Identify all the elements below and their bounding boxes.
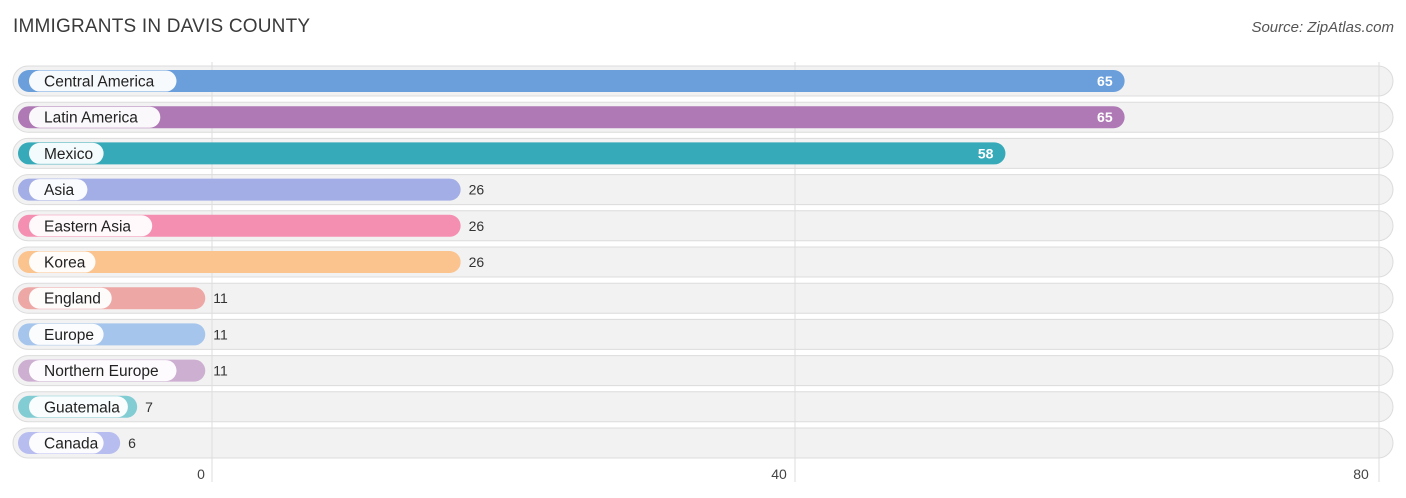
value-label: 58 <box>978 145 994 161</box>
row-track <box>12 391 1394 423</box>
bar-label: Europe <box>44 327 94 344</box>
bar-label: Latin America <box>44 110 138 127</box>
x-tick-label: 40 <box>771 466 787 482</box>
bar-label: England <box>44 291 101 308</box>
x-tick-label: 80 <box>1353 466 1369 482</box>
bar <box>18 70 1125 92</box>
bar <box>18 178 461 201</box>
bar <box>18 106 1125 129</box>
value-label: 65 <box>1097 109 1113 125</box>
bar-label-pill <box>29 179 88 201</box>
bar-label: Eastern Asia <box>44 218 131 235</box>
bar <box>18 251 461 273</box>
row-track <box>12 355 1394 387</box>
value-label: 65 <box>1097 73 1113 89</box>
bar <box>18 142 1006 165</box>
bar-label: Canada <box>44 436 99 453</box>
x-tick-label: 0 <box>197 466 205 482</box>
value-label: 11 <box>213 326 228 342</box>
bar-label-pill <box>29 323 104 345</box>
value-label: 26 <box>469 182 485 198</box>
bar-label-pill <box>29 251 96 273</box>
row-track <box>12 282 1394 314</box>
bar-label-pill <box>29 106 161 128</box>
value-label: 26 <box>469 218 485 234</box>
bar-label: Northern Europe <box>44 363 159 380</box>
bar-label-pill <box>29 70 177 92</box>
bar-label-pill <box>29 396 128 418</box>
row-track <box>12 427 1394 459</box>
bar-label-pill <box>29 142 104 164</box>
value-label: 11 <box>213 363 228 379</box>
row-track <box>12 318 1394 350</box>
bar-label: Asia <box>44 182 75 199</box>
value-label: 11 <box>213 290 228 306</box>
value-label: 26 <box>469 254 485 270</box>
bar-label: Guatemala <box>44 399 120 416</box>
bar-label: Korea <box>44 255 86 272</box>
value-label: 6 <box>128 435 136 451</box>
bar-label-pill <box>29 360 177 382</box>
chart-source: Source: ZipAtlas.com <box>1251 19 1394 36</box>
value-label: 7 <box>145 399 153 415</box>
bar-label-pill <box>29 215 153 237</box>
chart-title: IMMIGRANTS IN DAVIS COUNTY <box>13 16 311 37</box>
bar-label-pill <box>29 432 104 454</box>
bar-label-pill <box>29 287 112 309</box>
bar-label: Central America <box>44 74 155 91</box>
bar-label: Mexico <box>44 146 93 163</box>
